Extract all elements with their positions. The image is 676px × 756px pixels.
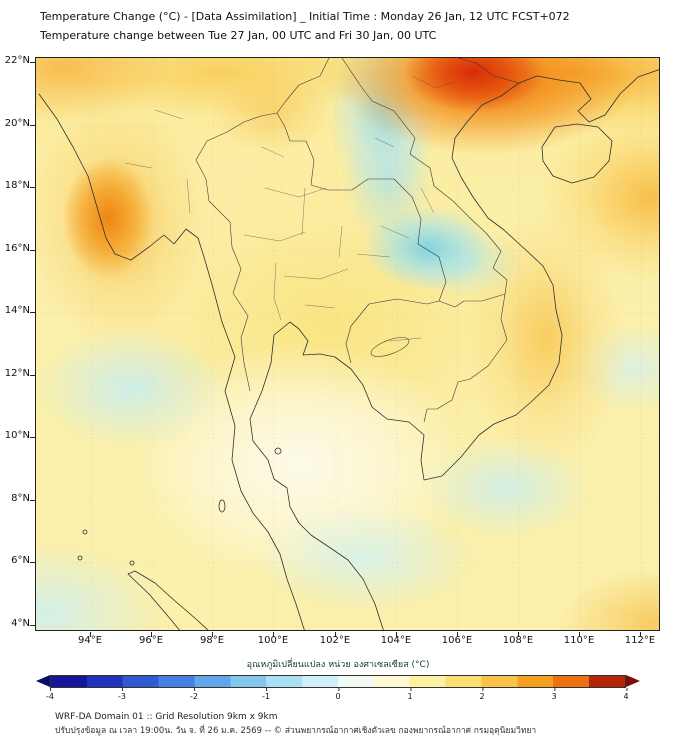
footer-model-info: WRF-DA Domain 01 :: Grid Resolution 9km … (55, 712, 278, 722)
colorbar-label: อุณหภูมิเปลี่ยนแปลง หน่วย องศาเซลเซียส (… (246, 660, 430, 670)
lat-tick-label: 6°N (11, 555, 30, 566)
lat-tick-label: 20°N (4, 118, 30, 129)
colorbar-tick-label: -2 (190, 688, 198, 701)
sumatra-coastline (127, 570, 209, 630)
axis-tick (90, 632, 91, 637)
national-borders-indochina (276, 58, 520, 423)
colorbar-tick-label: 4 (623, 688, 629, 701)
small-island (82, 529, 88, 535)
lat-tick-label: 10°N (4, 430, 30, 441)
lon-tick-label: 102°E (319, 635, 351, 646)
lon-tick-label: 100°E (257, 635, 289, 646)
axis-tick (30, 437, 35, 438)
axis-tick (335, 632, 336, 637)
lat-tick-label: 18°N (4, 180, 30, 191)
coastline-west (38, 93, 305, 630)
axis-tick (212, 632, 213, 637)
axis-tick (30, 125, 35, 126)
colorbar-tick-label: 2 (479, 688, 485, 701)
colorbar-block: อุณหภูมิเปลี่ยนแปลง หน่วย องศาเซลเซียส (… (0, 657, 676, 707)
axis-tick (30, 312, 35, 313)
lon-tick-label: 110°E (563, 635, 595, 646)
colorbar-left-arrow (36, 675, 50, 687)
colorbar-row: -4 -3 -2 -1 0 1 2 3 4 (36, 675, 640, 707)
colorbar-right-arrow (626, 675, 640, 687)
hainan-island-outline (541, 123, 613, 184)
axis-tick (579, 632, 580, 637)
phuket-island (218, 499, 226, 513)
tonle-sap-lake (370, 337, 410, 357)
lat-tick-label: 8°N (11, 493, 30, 504)
map-overlay (36, 58, 659, 630)
chart-title: Temperature Change (°C) - [Data Assimila… (40, 10, 570, 23)
chart-subtitle: Temperature change between Tue 27 Jan, 0… (40, 29, 437, 42)
axis-tick (30, 62, 35, 63)
title-block: Temperature Change (°C) - [Data Assimila… (40, 7, 570, 45)
lon-tick-label: 94°E (77, 635, 103, 646)
weh-island (129, 560, 135, 566)
map-area: 22°N 20°N 18°N 16°N 14°N 12°N 10°N 8°N 6… (0, 55, 676, 657)
axis-tick (518, 632, 519, 637)
footer-block: WRF-DA Domain 01 :: Grid Resolution 9km … (55, 710, 536, 738)
grid-lines (36, 58, 659, 630)
temperature-change-map (35, 57, 660, 631)
lon-tick-label: 112°E (624, 635, 656, 646)
axis-tick (30, 375, 35, 376)
axis-tick (640, 632, 641, 637)
colorbar-gradient (50, 675, 626, 688)
lon-tick-label: 104°E (380, 635, 412, 646)
provincial-borders (124, 75, 456, 342)
colorbar-tick-label: 1 (407, 688, 413, 701)
samui-island (274, 447, 282, 455)
coastline-east (249, 69, 659, 630)
axis-tick (30, 562, 35, 563)
axis-tick (30, 500, 35, 501)
lat-tick-label: 14°N (4, 305, 30, 316)
footer-update-info: ปรับปรุงข้อมูล ณ เวลา 19:00น. วัน จ. ที่… (55, 726, 537, 736)
lon-tick-label: 108°E (502, 635, 534, 646)
axis-tick (30, 250, 35, 251)
lat-tick-label: 4°N (11, 618, 30, 629)
colorbar-tick-label: -3 (118, 688, 126, 701)
axis-tick (30, 187, 35, 188)
axis-tick (30, 625, 35, 626)
small-island (77, 555, 83, 561)
lon-tick-label: 96°E (138, 635, 164, 646)
colorbar-tick-labels: -4 -3 -2 -1 0 1 2 3 4 (46, 688, 629, 704)
axis-tick (457, 632, 458, 637)
colorbar-tick-label: 3 (551, 688, 557, 701)
lat-tick-label: 22°N (4, 55, 30, 66)
national-borders-thailand (195, 112, 447, 392)
colorbar-tick-label: -4 (46, 688, 54, 701)
colorbar-tick-label: 0 (335, 688, 341, 701)
axis-tick (396, 632, 397, 637)
lat-tick-label: 16°N (4, 243, 30, 254)
lat-tick-label: 12°N (4, 368, 30, 379)
axis-tick (151, 632, 152, 637)
colorbar-tick-label: -1 (262, 688, 270, 701)
lon-tick-label: 106°E (441, 635, 473, 646)
lon-tick-label: 98°E (199, 635, 225, 646)
axis-tick (273, 632, 274, 637)
